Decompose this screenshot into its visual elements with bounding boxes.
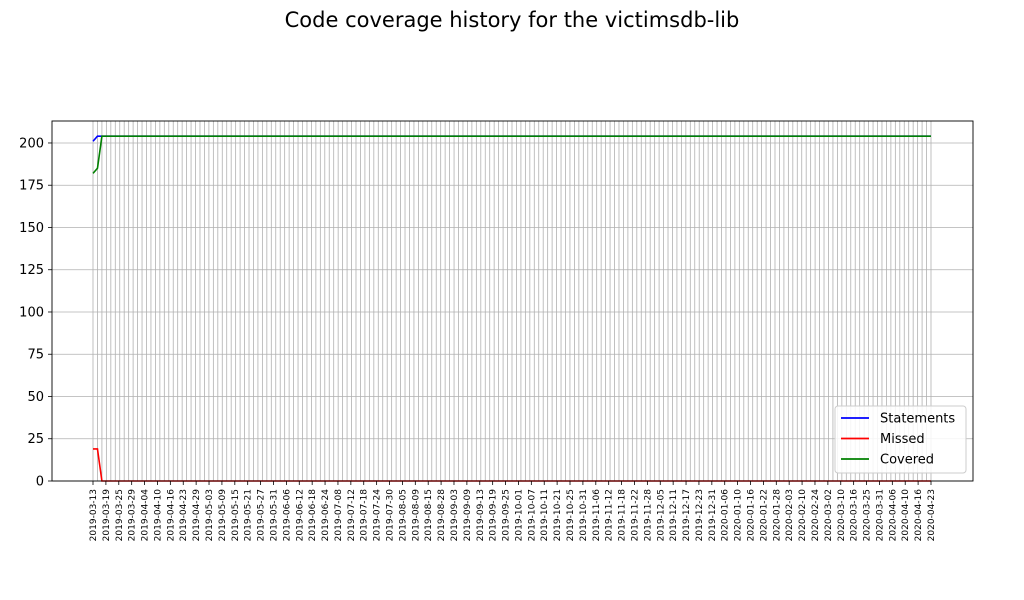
- x-tick-label: 2020-04-10: [901, 489, 911, 542]
- x-tick-label: 2019-06-06: [282, 489, 292, 542]
- x-tick-label: 2020-01-10: [734, 489, 744, 542]
- x-tick-label: 2020-03-02: [824, 489, 834, 541]
- legend: Statements Missed Covered: [834, 405, 967, 474]
- x-tick-label: 2019-04-29: [192, 489, 202, 542]
- y-tick-label: 100: [19, 305, 44, 320]
- x-tick-label: 2019-08-09: [411, 489, 421, 542]
- x-tick-label: 2019-09-19: [489, 489, 499, 542]
- x-tick-label: 2019-12-31: [708, 489, 718, 541]
- y-tick-label: 150: [19, 221, 44, 236]
- x-tick-label: 2020-03-16: [850, 489, 860, 542]
- x-tick-label: 2019-11-12: [605, 489, 615, 541]
- x-tick-label: 2020-02-10: [798, 489, 808, 542]
- x-tick-label: 2019-10-25: [566, 489, 576, 541]
- x-tick-label: 2020-04-06: [888, 489, 898, 542]
- x-tick-label: 2019-10-21: [553, 489, 563, 541]
- chart-title: Code coverage history for the victimsdb-…: [284, 8, 740, 32]
- x-tick-label: 2019-05-31: [269, 489, 279, 541]
- x-tick-label: 2019-11-28: [643, 489, 653, 542]
- plot-frame: [51, 120, 974, 482]
- x-tick-label: 2019-08-28: [437, 489, 447, 542]
- x-tick-label: 2019-07-08: [334, 489, 344, 542]
- x-tick-label: 2019-05-15: [231, 489, 241, 541]
- y-tick-label: 75: [27, 348, 44, 363]
- x-tick-label: 2019-05-21: [244, 489, 254, 541]
- x-tick-label: 2019-09-03: [450, 489, 460, 541]
- x-tick-label: 2019-11-22: [630, 489, 640, 541]
- x-tick-label: 2020-01-28: [772, 489, 782, 542]
- x-tick-label: 2019-03-19: [102, 489, 112, 542]
- x-tick-label: 2020-03-31: [875, 489, 885, 541]
- x-tick-label: 2019-10-07: [527, 489, 537, 541]
- x-tick-label: 2019-12-23: [695, 489, 705, 541]
- x-tick-label: 2019-08-05: [398, 489, 408, 541]
- x-tick-label: 2020-01-16: [747, 489, 757, 542]
- x-tick-label: 2020-02-24: [811, 489, 821, 542]
- x-tick-label: 2020-04-16: [914, 489, 924, 542]
- x-tick-label: 2019-05-03: [205, 489, 215, 541]
- x-tick-label: 2020-04-23: [927, 489, 937, 541]
- x-tick-label: 2019-05-09: [218, 489, 228, 542]
- x-tick-label: 2019-07-24: [373, 489, 383, 542]
- x-tick-label: 2020-03-25: [863, 489, 873, 541]
- x-tick-label: 2019-07-12: [347, 489, 357, 541]
- x-tick-label: 2020-02-03: [785, 489, 795, 541]
- x-tick-label: 2019-09-09: [463, 489, 473, 542]
- x-tick-label: 2019-07-30: [386, 489, 396, 542]
- x-tick-label: 2019-10-11: [540, 489, 550, 541]
- x-tick-label: 2019-08-15: [424, 489, 434, 541]
- legend-label: Covered: [880, 453, 934, 468]
- y-tick-label: 175: [19, 179, 44, 194]
- y-tick-label: 0: [36, 475, 44, 490]
- x-tick-label: 2019-03-29: [128, 489, 138, 542]
- x-tick-label: 2019-04-23: [179, 489, 189, 541]
- y-tick-label: 200: [19, 136, 44, 151]
- y-tick-label: 50: [27, 390, 44, 405]
- x-tick-label: 2019-12-05: [656, 489, 666, 541]
- series-line-covered: [92, 135, 931, 174]
- x-tick-label: 2019-05-27: [257, 489, 267, 541]
- x-tick-label: 2019-10-01: [514, 489, 524, 541]
- x-tick-label: 2019-04-10: [153, 489, 163, 542]
- x-tick-label: 2019-06-12: [295, 489, 305, 541]
- x-tick-label: 2019-12-17: [682, 489, 692, 541]
- x-tick-label: 2020-01-22: [759, 489, 769, 541]
- x-tick-label: 2019-09-25: [502, 489, 512, 541]
- x-tick-label: 2020-01-06: [721, 489, 731, 542]
- x-tick-label: 2019-11-18: [618, 489, 628, 542]
- x-tick-label: 2019-09-13: [476, 489, 486, 541]
- x-tick-label: 2019-06-18: [308, 489, 318, 542]
- y-tick-label: 25: [27, 432, 44, 447]
- x-tick-label: 2019-04-16: [166, 489, 176, 542]
- x-tick-label: 2019-11-06: [592, 489, 602, 542]
- legend-label: Statements: [880, 412, 955, 427]
- x-tick-label: 2020-03-10: [837, 489, 847, 542]
- legend-label: Missed: [880, 432, 925, 447]
- x-tick-label: 2019-03-13: [89, 489, 99, 541]
- x-tick-label: 2019-07-18: [360, 489, 370, 542]
- x-tick-label: 2019-12-11: [669, 489, 679, 541]
- y-tick-label: 125: [19, 263, 44, 278]
- x-tick-label: 2019-03-25: [115, 489, 125, 541]
- x-tick-label: 2019-06-24: [321, 489, 331, 542]
- x-tick-label: 2019-04-04: [141, 489, 151, 542]
- x-tick-label: 2019-10-31: [579, 489, 589, 541]
- legend-box: [834, 405, 967, 474]
